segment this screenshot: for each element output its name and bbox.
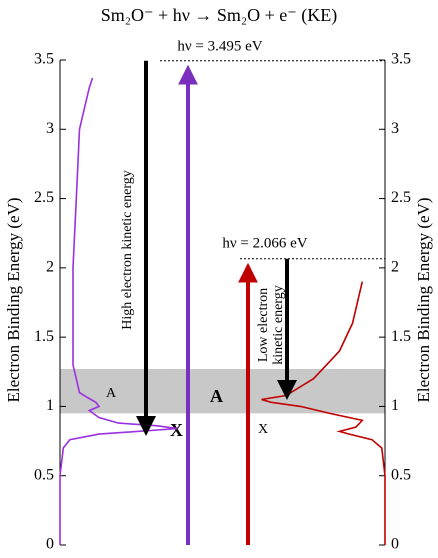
annotation: kinetic energy bbox=[271, 285, 286, 364]
spectrum bbox=[261, 281, 386, 545]
y2-tick-label: 1.5 bbox=[391, 328, 411, 345]
photon-energy-label: hν = 3.495 eV bbox=[177, 38, 262, 54]
y-axis-label: Electron Binding Energy (eV) bbox=[4, 197, 23, 402]
y-tick-label: 3.5 bbox=[34, 51, 54, 68]
y2-tick-label: 0 bbox=[391, 536, 399, 553]
y-tick-label: 1 bbox=[46, 397, 54, 414]
y-tick-label: 2 bbox=[46, 259, 54, 276]
annotation: High electron kinetic energy bbox=[120, 170, 135, 330]
y-tick-label: 1.5 bbox=[34, 328, 54, 345]
y2-tick-label: 3.5 bbox=[391, 51, 411, 68]
peak-label: X bbox=[170, 420, 183, 440]
peak-label: A bbox=[210, 386, 223, 406]
chart-title: Sm₂O⁻ + hν → Sm₂O + e⁻ (KE) bbox=[101, 5, 338, 26]
y2-tick-label: 2 bbox=[391, 259, 399, 276]
y-tick-label: 0.5 bbox=[34, 466, 54, 483]
annotation: Low electron bbox=[256, 288, 271, 362]
y2-tick-label: 1 bbox=[391, 397, 399, 414]
y-tick-label: 3 bbox=[46, 120, 54, 137]
y2-tick-label: 3 bbox=[391, 120, 399, 137]
photon-energy-label: hν = 2.066 eV bbox=[222, 235, 307, 251]
band bbox=[60, 369, 385, 414]
y2-tick-label: 0.5 bbox=[391, 466, 411, 483]
y2-axis-label: Electron Binding Energy (eV) bbox=[414, 197, 433, 402]
spectrum bbox=[59, 77, 178, 545]
y-tick-label: 0 bbox=[46, 536, 54, 553]
y-tick-label: 2.5 bbox=[34, 189, 54, 206]
peak-label: X bbox=[258, 422, 268, 437]
y2-tick-label: 2.5 bbox=[391, 189, 411, 206]
peak-label: A bbox=[106, 386, 117, 401]
